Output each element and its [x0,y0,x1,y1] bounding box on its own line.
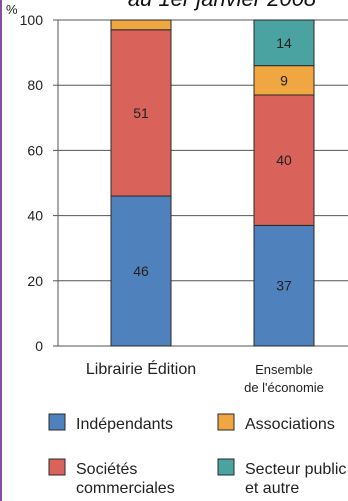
legend: Indépendants Associations Sociétés commerci… [48,413,346,497]
y-tick-label: 40 [27,208,43,224]
value-labels: 46 51 37 40 9 14 [133,35,292,294]
data-label: 51 [133,105,149,121]
y-tick-label: 80 [27,77,43,93]
bar-segment [110,29,172,197]
legend-label: Sociétés [76,461,137,478]
legend-swatch [217,458,235,476]
y-tick-label: 0 [35,338,43,354]
x-axis-categories: Librairie Édition Ensemble de l'économie [86,359,324,395]
legend-label: Associations [245,416,335,433]
legend-label: Secteur public [245,461,346,478]
legend-label: Indépendants [76,416,173,433]
legend-swatch [48,413,66,431]
y-axis-unit: % [6,2,18,17]
bar-segment [253,94,315,226]
data-label: 40 [276,152,292,168]
chart-title: au 1er janvier 2008 [128,0,317,11]
bar-segment [110,19,172,31]
data-label: 14 [276,35,292,51]
legend-swatch [48,458,66,476]
y-tick-label: 100 [20,12,44,28]
bar-segment [253,224,315,347]
bar-segment [253,65,315,96]
legend-label: et autre [245,480,299,497]
y-axis: 0 20 40 60 80 100 [20,12,59,354]
left-border [0,0,2,501]
x-category-label: Librairie Édition [86,359,196,378]
legend-swatch [217,413,235,431]
data-label: 37 [276,278,292,294]
bar-segment [253,19,315,67]
y-tick-label: 60 [27,142,43,158]
x-category-label: Ensemble [255,362,313,377]
bar-segment [110,195,172,347]
data-label: 9 [280,72,288,88]
data-label: 46 [133,263,149,279]
x-category-label: de l'économie [244,380,324,395]
y-tick-label: 20 [27,273,43,289]
legend-label: commerciales [76,480,175,497]
bars [110,19,315,347]
